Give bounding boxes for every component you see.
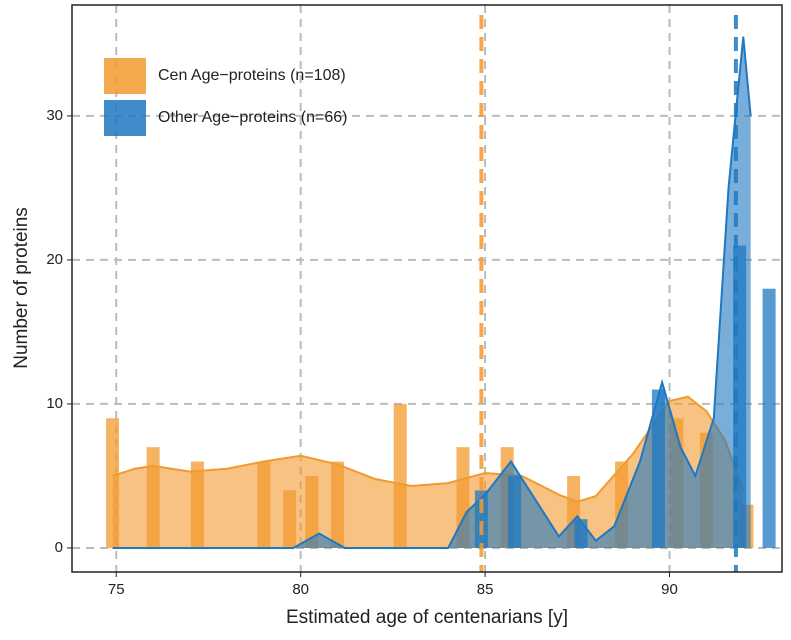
x-tick-label: 80	[292, 581, 309, 598]
bar	[190, 461, 204, 548]
y-tick-label: 30	[46, 107, 63, 124]
density-line	[112, 36, 752, 549]
bar	[762, 288, 776, 548]
x-tick-label: 75	[108, 581, 125, 598]
legend-label: Other Age−proteins (n=66)	[158, 109, 347, 126]
y-axis-label: Number of proteins	[11, 207, 32, 369]
x-tick-label: 85	[477, 581, 494, 598]
bar	[305, 475, 319, 548]
bar	[651, 389, 665, 548]
x-axis-label: Estimated age of centenarians [y]	[286, 607, 568, 628]
legend-swatch	[104, 100, 146, 136]
y-tick-label: 10	[46, 395, 63, 412]
y-tick-label: 0	[55, 539, 63, 556]
y-tick-label: 20	[46, 251, 63, 268]
bar	[283, 490, 297, 548]
bar	[331, 461, 345, 548]
plot-border	[71, 4, 783, 573]
legend-label: Cen Age−proteins (n=108)	[158, 67, 346, 84]
bar	[257, 461, 271, 548]
bar	[474, 490, 488, 548]
bar	[146, 447, 160, 548]
bar	[733, 245, 747, 548]
density-area	[112, 36, 751, 548]
bar	[106, 418, 120, 548]
bar	[574, 519, 588, 548]
legend-swatch	[104, 58, 146, 94]
bar	[393, 403, 407, 548]
density-line	[112, 395, 745, 503]
x-tick-label: 90	[661, 581, 678, 598]
bar	[508, 475, 522, 548]
